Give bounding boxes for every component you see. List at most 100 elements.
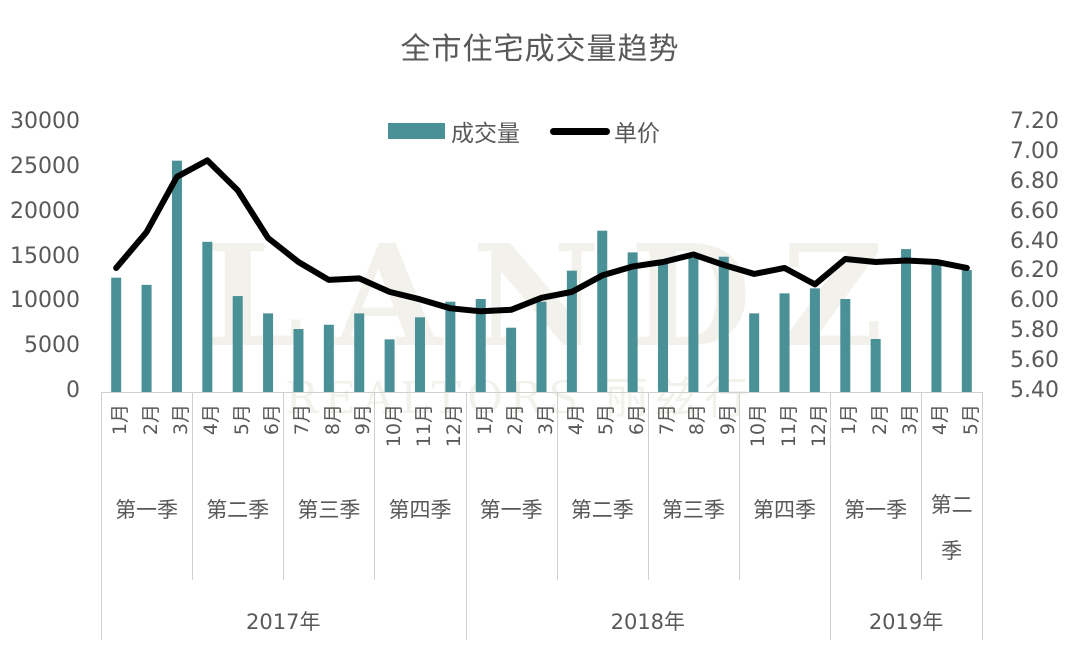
volume-bar (870, 339, 881, 392)
quarter-divider (921, 392, 923, 580)
quarter-label: 第三季 (661, 498, 725, 522)
right-axis-tick: 7.00 (1010, 138, 1059, 164)
month-label: 5月 (230, 404, 253, 436)
legend-bar-swatch-icon (388, 123, 445, 139)
left-axis-tick: 5000 (24, 333, 80, 359)
volume-bar (293, 329, 304, 392)
quarter-divider (647, 392, 649, 580)
volume-bar (323, 324, 334, 392)
year-label: 2018年 (610, 610, 686, 634)
month-label: 12月 (443, 404, 466, 448)
volume-bar (779, 293, 790, 392)
year-divider (465, 392, 467, 640)
volume-bar (141, 284, 152, 392)
volume-bar (718, 256, 729, 392)
month-label: 2月 (504, 404, 527, 436)
month-label: 11月 (777, 404, 800, 448)
month-label: 4月 (200, 404, 223, 436)
month-label: 2月 (868, 404, 891, 436)
volume-bar (384, 339, 395, 392)
quarter-label: 第四季 (753, 498, 817, 522)
quarter-divider (283, 392, 285, 580)
legend: 成交量 单价 (388, 114, 660, 148)
right-axis-tick: 6.00 (1010, 288, 1059, 314)
x-axis-divider (101, 392, 102, 640)
volume-bar (232, 296, 243, 392)
right-axis-tick: 6.20 (1010, 258, 1059, 284)
quarter-divider (556, 392, 558, 580)
volume-bar (445, 301, 456, 392)
volume-bar (961, 270, 972, 392)
year-label: 2017年 (246, 610, 321, 634)
volume-bar (749, 313, 760, 392)
month-label: 4月 (929, 404, 952, 436)
volume-bar (202, 241, 213, 392)
month-label: 1月 (473, 404, 496, 436)
year-label: 2019年 (868, 610, 944, 634)
quarter-label: 第二季 (206, 498, 270, 522)
left-axis-tick: 10000 (10, 288, 80, 314)
month-label: 10月 (382, 404, 405, 448)
volume-bar (840, 299, 851, 392)
volume-bar (414, 317, 425, 392)
volume-bar (931, 263, 942, 392)
quarter-divider (738, 392, 740, 580)
month-label: 3月 (899, 404, 922, 436)
volume-bar (597, 230, 608, 392)
quarter-label: 第一季 (479, 498, 543, 522)
left-axis-tick: 15000 (10, 243, 80, 269)
x-axis-divider (982, 392, 983, 640)
right-axis-tick: 6.80 (1010, 168, 1059, 194)
right-axis-tick: 5.40 (1010, 378, 1059, 403)
month-label: 12月 (807, 404, 830, 448)
month-label: 3月 (534, 404, 557, 436)
month-label: 6月 (625, 404, 648, 436)
month-label: 7月 (291, 404, 314, 436)
quarter-label: 第二季 (930, 493, 973, 563)
legend-line-label: 单价 (614, 121, 660, 147)
quarter-label: 第一季 (115, 498, 179, 522)
quarter-label: 第四季 (388, 498, 452, 522)
month-label: 11月 (412, 404, 435, 448)
quarter-divider (192, 392, 194, 580)
volume-bar (171, 160, 182, 392)
x-axis-baseline (101, 392, 982, 393)
month-label: 5月 (959, 404, 982, 436)
right-axis-tick: 6.40 (1010, 228, 1059, 254)
month-label: 9月 (716, 404, 739, 436)
volume-bar (475, 299, 486, 392)
month-label: 5月 (595, 404, 618, 436)
left-axis-tick: 20000 (10, 198, 80, 224)
volume-bar (536, 301, 547, 392)
volume-bar (901, 249, 912, 392)
volume-bar (809, 288, 820, 392)
month-label: 2月 (139, 404, 162, 436)
quarter-label: 第三季 (297, 498, 361, 522)
volume-bar (566, 270, 577, 392)
month-label: 3月 (169, 404, 192, 436)
left-axis-tick: 0 (66, 378, 80, 403)
legend-bar-label: 成交量 (451, 121, 520, 147)
month-label: 10月 (747, 404, 770, 448)
month-label: 4月 (564, 404, 587, 436)
right-axis-tick: 6.60 (1010, 198, 1059, 224)
quarter-label: 第二季 (570, 498, 634, 522)
month-label: 7月 (656, 404, 679, 436)
volume-bar (354, 313, 365, 392)
month-label: 1月 (838, 404, 861, 436)
volume-bar (506, 327, 517, 392)
month-label: 9月 (352, 404, 375, 436)
month-label: 1月 (109, 404, 132, 436)
month-label: 8月 (321, 404, 344, 436)
volume-bar (263, 313, 274, 392)
right-axis-tick: 5.60 (1010, 348, 1059, 374)
volume-bar (111, 277, 122, 392)
month-label: 6月 (261, 404, 284, 436)
right-axis-tick: 5.80 (1010, 318, 1059, 344)
chart-title: 全市住宅成交量趋势 (400, 32, 680, 67)
month-label: 8月 (686, 404, 709, 436)
volume-bar (627, 252, 638, 392)
price-line (113, 157, 970, 315)
left-axis-tick: 25000 (10, 153, 80, 179)
